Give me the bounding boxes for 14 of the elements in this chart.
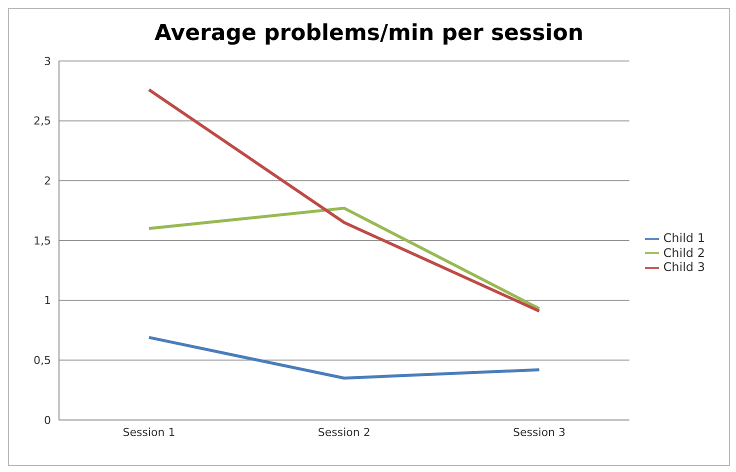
legend-label: Child 1 — [663, 230, 705, 245]
legend-label: Child 2 — [663, 246, 705, 260]
y-tick-label: 1,5 — [34, 234, 51, 248]
y-tick-label: 1 — [44, 294, 51, 308]
x-tick-label: Session 2 — [318, 426, 370, 439]
x-tick-label: Session 1 — [122, 426, 176, 439]
chart-title: Average problems/min per session — [154, 21, 584, 48]
y-tick-label: 0,5 — [34, 354, 51, 368]
y-tick-label: 2,5 — [34, 114, 51, 128]
x-tick-label: Session 3 — [513, 426, 566, 439]
y-tick-label: 2 — [44, 174, 51, 188]
y-tick-label: 0 — [44, 414, 51, 427]
y-tick-label: 3 — [44, 54, 51, 68]
legend-label: Child 3 — [663, 260, 705, 274]
